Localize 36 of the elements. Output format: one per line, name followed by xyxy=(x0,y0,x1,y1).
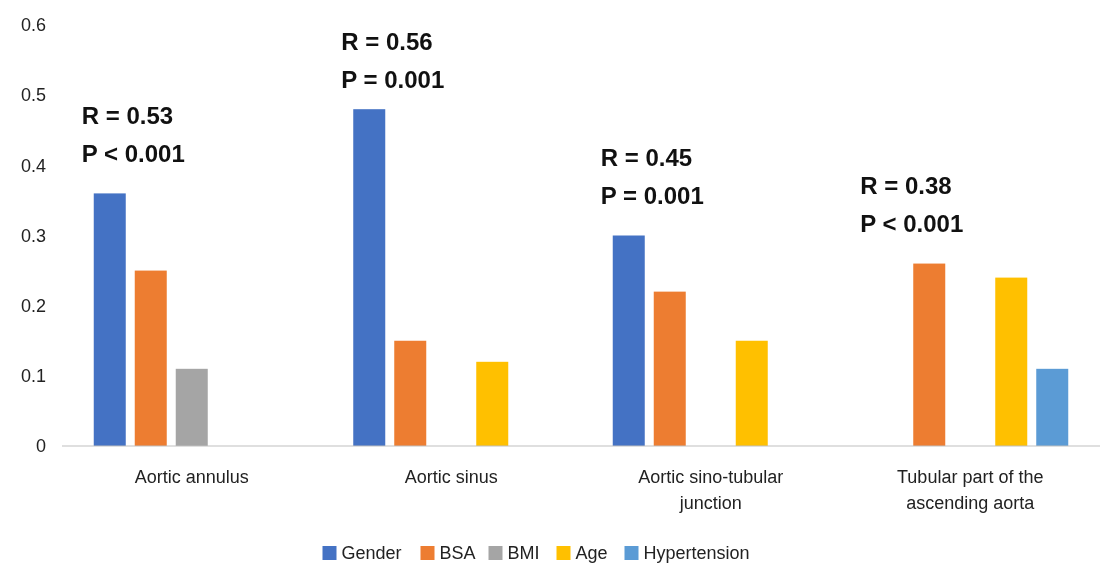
y-tick-label: 0.5 xyxy=(20,85,46,106)
y-tick-label: 0.3 xyxy=(20,225,46,246)
y-tick-label: 0.4 xyxy=(20,155,46,176)
legend-label: Gender xyxy=(341,543,402,563)
annotation: R = 0.53 xyxy=(81,101,174,129)
annotation: P = 0.001 xyxy=(600,181,704,209)
bar xyxy=(612,235,645,446)
bar xyxy=(995,277,1028,446)
bar xyxy=(653,291,686,446)
legend-label: Hypertension xyxy=(643,543,750,563)
annotation: P < 0.001 xyxy=(860,209,964,237)
bar xyxy=(175,368,208,446)
bar xyxy=(353,109,386,446)
bar xyxy=(735,340,768,446)
annotation: R = 0.45 xyxy=(600,143,693,171)
x-tick-label: Tubular part of the ascending aorta xyxy=(897,467,1044,513)
annotation: P < 0.001 xyxy=(81,139,185,167)
y-tick-label: 0.1 xyxy=(20,366,46,387)
bar xyxy=(1036,368,1069,446)
bar xyxy=(394,340,427,446)
bar xyxy=(93,193,126,446)
y-tick-label: 0.6 xyxy=(20,15,46,36)
bar xyxy=(134,270,167,446)
annotation: R = 0.38 xyxy=(860,171,952,199)
x-tick-label: Aortic sinus xyxy=(404,467,498,487)
bar xyxy=(476,361,509,446)
x-tick-label: Aortic sino-tubular junction xyxy=(638,467,784,513)
x-tick-label: Aortic annulus xyxy=(134,467,249,487)
y-tick-label: 0.2 xyxy=(20,295,46,316)
legend-label: Age xyxy=(575,543,608,563)
bar xyxy=(913,263,946,446)
annotation: P = 0.001 xyxy=(341,66,445,94)
legend-label: BMI xyxy=(507,543,540,563)
legend-label: BSA xyxy=(439,543,476,563)
annotation: R = 0.56 xyxy=(341,28,433,56)
y-tick-label: 0 xyxy=(35,436,46,457)
